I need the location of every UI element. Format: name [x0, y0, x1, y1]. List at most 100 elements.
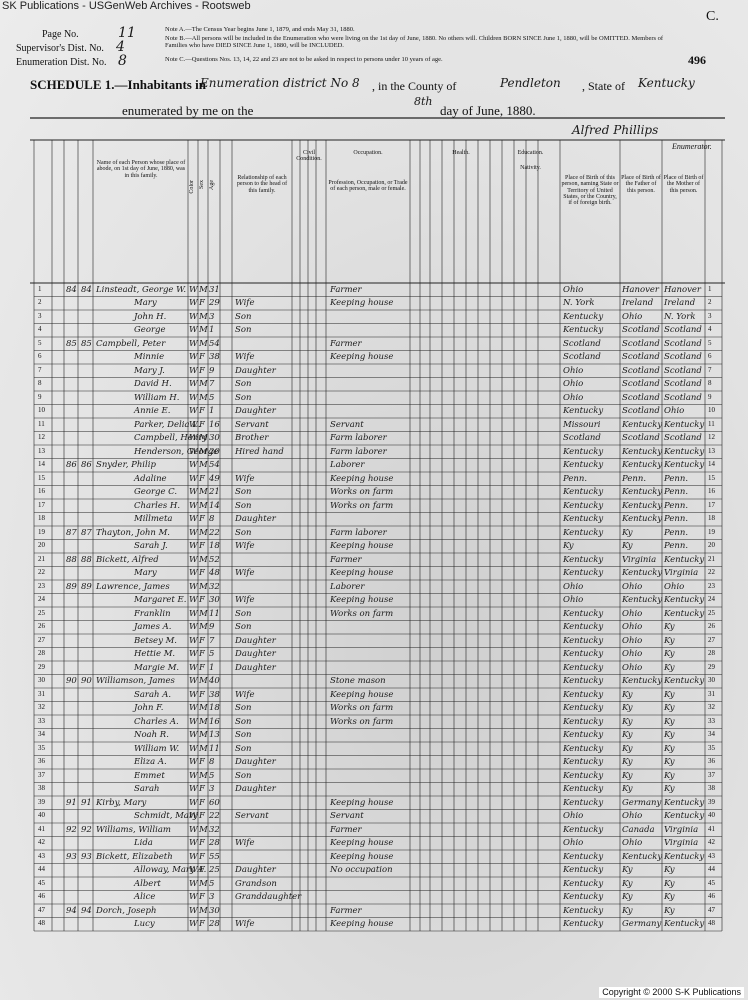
- entry-occupation: Farmer: [330, 824, 362, 835]
- line-number: 44: [708, 865, 715, 873]
- entry-mother: Ky: [664, 649, 675, 659]
- entry-relation: Son: [235, 311, 252, 322]
- entry-mother: N. York: [664, 311, 696, 322]
- entry-occupation: Keeping house: [330, 473, 394, 484]
- entry-birthplace: Kentucky: [563, 554, 604, 565]
- entry-color: W: [189, 446, 198, 457]
- entry-dwelling: 89: [66, 581, 77, 592]
- entry-color: W: [189, 568, 198, 578]
- entry-name: Lida: [134, 838, 153, 848]
- entry-sex: M: [199, 730, 208, 740]
- entry-dwelling: 94: [66, 905, 77, 916]
- line-number: 41: [708, 824, 715, 833]
- entry-birthplace: Kentucky: [563, 514, 604, 524]
- entry-birthplace: Ohio: [563, 392, 584, 403]
- column-header: Occupation.: [353, 150, 383, 156]
- line-number: 43: [708, 851, 715, 860]
- entry-father: Scotland: [622, 352, 660, 362]
- entry-relation: Daughter: [235, 514, 276, 524]
- entry-father: Ireland: [622, 298, 654, 308]
- entry-name: Sarah: [134, 784, 160, 794]
- entry-sex: M: [199, 770, 208, 781]
- entry-family: 88: [81, 554, 92, 565]
- entry-age: 32: [209, 824, 220, 835]
- line-number: 19: [708, 527, 715, 536]
- entry-name: Thayton, John M.: [96, 527, 171, 538]
- entry-father: Ky: [622, 757, 633, 767]
- line-number: 1: [38, 284, 42, 293]
- entry-occupation: Works on farm: [330, 703, 394, 713]
- entry-birthplace: Kentucky: [563, 500, 604, 511]
- entry-occupation: Keeping house: [330, 919, 394, 929]
- entry-color: W: [189, 649, 198, 659]
- entry-age: 5: [209, 770, 215, 781]
- line-number: 8: [708, 379, 712, 387]
- entry-father: Kentucky: [622, 568, 663, 578]
- entry-sex: F: [199, 514, 205, 524]
- entry-age: 21: [209, 487, 220, 497]
- entry-name: Bickett, Elizabeth: [96, 851, 173, 862]
- line-number: 25: [38, 608, 45, 617]
- entry-relation: Daughter: [235, 649, 276, 659]
- line-number: 30: [38, 676, 45, 684]
- entry-name: Alice: [134, 892, 156, 902]
- entry-occupation: Keeping house: [330, 298, 394, 308]
- entry-mother: Penn.: [664, 500, 689, 511]
- entry-color: W: [189, 797, 198, 808]
- entry-mother: Ky: [664, 905, 675, 916]
- line-number: 29: [708, 662, 715, 671]
- entry-name: Campbell, Henry: [134, 433, 208, 443]
- line-number: 2: [38, 298, 42, 306]
- entry-mother: Kentucky: [664, 851, 705, 862]
- entry-sex: F: [199, 419, 205, 430]
- entry-father: Ky: [622, 784, 633, 794]
- entry-sex: M: [199, 284, 208, 295]
- entry-sex: F: [199, 662, 205, 673]
- entry-mother: Penn.: [664, 541, 689, 551]
- entry-relation: Wife: [235, 352, 255, 362]
- entry-color: W: [189, 406, 198, 416]
- line-number: 22: [38, 568, 45, 576]
- entry-mother: Ireland: [664, 298, 696, 308]
- enumerator: Alfred Phillips: [572, 123, 659, 137]
- entry-father: Scotland: [622, 392, 660, 403]
- entry-father: Ky: [622, 865, 633, 875]
- entry-birthplace: Missouri: [563, 419, 601, 430]
- line-number: 47: [38, 905, 45, 914]
- line-number: 46: [38, 892, 45, 900]
- entry-father: Ohio: [622, 622, 643, 632]
- entry-age: 54: [209, 338, 220, 349]
- entry-name: Franklin: [134, 608, 171, 619]
- entry-occupation: Works on farm: [330, 500, 394, 511]
- entry-father: Kentucky: [622, 446, 663, 457]
- entry-name: Emmet: [134, 770, 165, 781]
- line-number: 43: [38, 851, 45, 860]
- entry-birthplace: Kentucky: [563, 689, 604, 700]
- entry-father: Hanover: [622, 284, 659, 295]
- line-number: 40: [38, 811, 45, 819]
- entry-age: 30: [209, 433, 220, 443]
- line-number: 39: [38, 797, 45, 806]
- entry-family: 85: [81, 338, 92, 349]
- entry-father: Scotland: [622, 365, 660, 376]
- entry-occupation: Keeping house: [330, 838, 394, 848]
- entry-color: W: [189, 622, 198, 632]
- entry-mother: Kentucky: [664, 608, 705, 619]
- entry-birthplace: Kentucky: [563, 919, 604, 929]
- entry-mother: Virginia: [664, 568, 699, 578]
- entry-occupation: Keeping house: [330, 595, 394, 605]
- entry-sex: M: [199, 622, 208, 632]
- entry-name: Kirby, Mary: [96, 797, 147, 808]
- entry-age: 18: [209, 703, 220, 713]
- entry-family: 94: [81, 905, 92, 916]
- entry-sex: F: [199, 595, 205, 605]
- entry-age: 40: [209, 676, 220, 686]
- line-number: 45: [38, 878, 45, 887]
- entry-family: 86: [81, 460, 92, 470]
- entry-sex: F: [199, 784, 205, 794]
- line-number: 9: [708, 392, 712, 401]
- entry-dwelling: 91: [66, 797, 77, 808]
- line-number: 13: [38, 446, 45, 455]
- entry-occupation: Works on farm: [330, 487, 394, 497]
- entry-color: W: [189, 500, 198, 511]
